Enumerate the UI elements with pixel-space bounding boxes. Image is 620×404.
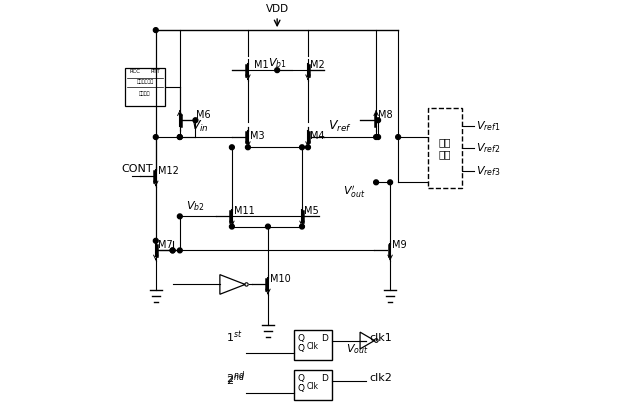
FancyBboxPatch shape (294, 370, 332, 400)
Circle shape (374, 135, 378, 139)
Text: $2^{nd}$: $2^{nd}$ (226, 369, 245, 386)
Text: M1: M1 (254, 60, 268, 70)
Text: $V_{ref2}$: $V_{ref2}$ (476, 141, 501, 155)
Text: clk2: clk2 (370, 372, 392, 383)
Circle shape (376, 135, 381, 139)
Circle shape (153, 238, 158, 243)
Text: M7: M7 (157, 240, 172, 250)
Text: $V_{ref}$: $V_{ref}$ (328, 119, 352, 134)
Circle shape (265, 224, 270, 229)
Text: Q: Q (298, 374, 305, 383)
Text: D: D (321, 374, 328, 383)
Text: M3: M3 (250, 131, 265, 141)
Circle shape (374, 180, 378, 185)
Circle shape (299, 224, 304, 229)
Text: Clk: Clk (307, 382, 319, 391)
Circle shape (153, 28, 158, 32)
Text: $V_{ref3}$: $V_{ref3}$ (476, 164, 501, 178)
Text: RCC: RCC (130, 69, 141, 74)
Circle shape (177, 135, 182, 139)
Text: D: D (321, 334, 328, 343)
Text: M2: M2 (310, 60, 325, 70)
Text: $V_{in}$: $V_{in}$ (191, 119, 209, 134)
Text: 控制
逻辑: 控制 逻辑 (439, 137, 451, 159)
Text: $V_{b2}$: $V_{b2}$ (187, 199, 205, 213)
Circle shape (170, 248, 175, 253)
Text: VDD: VDD (265, 4, 289, 14)
Circle shape (153, 135, 158, 139)
Circle shape (229, 145, 234, 149)
Text: Clk: Clk (307, 341, 319, 351)
Circle shape (170, 248, 175, 253)
Circle shape (376, 118, 381, 123)
Circle shape (177, 248, 182, 253)
Text: M11: M11 (234, 206, 255, 217)
Circle shape (177, 135, 182, 139)
FancyBboxPatch shape (125, 68, 165, 106)
Text: $V_{b1}$: $V_{b1}$ (268, 56, 286, 70)
Circle shape (275, 68, 280, 73)
Text: $V_{out}$: $V_{out}$ (346, 343, 369, 356)
Text: $V_{ref1}$: $V_{ref1}$ (476, 119, 501, 133)
Text: M12: M12 (157, 166, 179, 176)
Text: 参考调整电路: 参考调整电路 (136, 79, 154, 84)
Text: CONT: CONT (122, 164, 153, 174)
Text: 参考电流: 参考电流 (140, 91, 151, 96)
Text: M4: M4 (310, 131, 325, 141)
Circle shape (177, 214, 182, 219)
Text: RTT: RTT (150, 69, 160, 74)
Text: M6: M6 (196, 110, 211, 120)
Text: M5: M5 (304, 206, 319, 217)
Circle shape (229, 224, 234, 229)
Text: M9: M9 (392, 240, 407, 250)
Text: $V_{out}'$: $V_{out}'$ (343, 184, 365, 200)
Text: M10: M10 (270, 274, 291, 284)
FancyBboxPatch shape (428, 108, 463, 188)
Circle shape (246, 145, 250, 149)
Text: Q̄: Q̄ (298, 383, 305, 393)
Circle shape (306, 145, 311, 149)
Text: M8: M8 (378, 110, 392, 120)
Circle shape (388, 180, 392, 185)
Text: Q̄: Q̄ (298, 343, 305, 353)
Circle shape (193, 118, 198, 123)
Text: clk1: clk1 (370, 332, 392, 343)
Text: Q: Q (298, 334, 305, 343)
Circle shape (396, 135, 401, 139)
Text: $2^{nd}$: $2^{nd}$ (226, 371, 245, 388)
Circle shape (299, 145, 304, 149)
Text: $1^{st}$: $1^{st}$ (226, 330, 242, 345)
FancyBboxPatch shape (294, 330, 332, 360)
